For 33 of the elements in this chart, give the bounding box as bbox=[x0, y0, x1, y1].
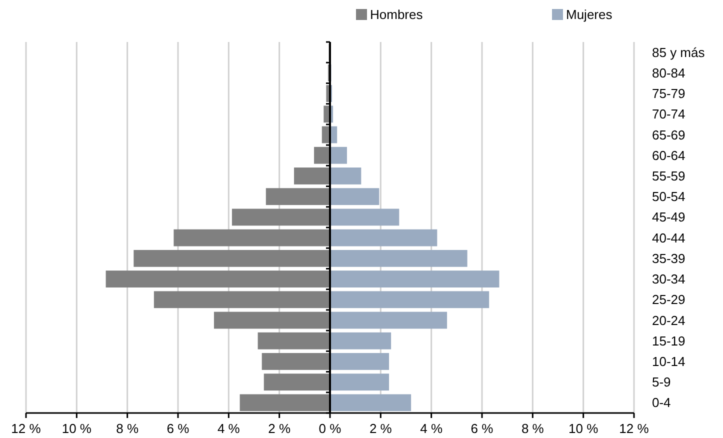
x-tick-label: 0 % bbox=[318, 421, 342, 436]
y-tick-label: 0-4 bbox=[652, 395, 671, 410]
x-tick-label: 4 % bbox=[217, 421, 240, 436]
y-tick-label: 15-19 bbox=[652, 333, 686, 348]
x-tick-label: 6 % bbox=[166, 421, 190, 436]
y-tick-label: 35-39 bbox=[652, 250, 686, 266]
y-tick-label: 10-14 bbox=[652, 354, 686, 370]
y-tick-label: 85 y más bbox=[652, 44, 706, 60]
x-tick-label: 10 % bbox=[568, 421, 599, 436]
y-tick-label: 70-74 bbox=[652, 106, 686, 122]
y-tick-label: 5-9 bbox=[652, 374, 671, 390]
x-tick-label: 8 % bbox=[521, 421, 544, 436]
legend-label: Hombres bbox=[370, 7, 424, 22]
x-tick-label: 12 % bbox=[11, 421, 42, 436]
y-tick-label: 20-24 bbox=[652, 312, 686, 328]
y-tick-label: 55-59 bbox=[652, 168, 686, 184]
y-tick-label: 45-49 bbox=[652, 210, 686, 225]
legend-label: Mujeres bbox=[566, 7, 613, 22]
x-tick-label: 2 % bbox=[268, 421, 291, 436]
y-tick-label: 65-69 bbox=[652, 127, 686, 142]
y-tick-label: 75-79 bbox=[652, 86, 686, 102]
x-tick-label: 6 % bbox=[470, 421, 494, 436]
x-tick-label: 12 % bbox=[619, 421, 650, 436]
y-tick-label: 30-34 bbox=[652, 272, 686, 287]
x-tick-label: 2 % bbox=[369, 421, 392, 436]
y-tick-label: 40-44 bbox=[652, 230, 686, 246]
x-tick-label: 4 % bbox=[420, 421, 443, 436]
y-tick-label: 25-29 bbox=[652, 292, 686, 308]
x-tick-label: 8 % bbox=[116, 421, 139, 436]
x-tick-label: 10 % bbox=[62, 421, 92, 436]
y-tick-label: 50-54 bbox=[652, 189, 686, 204]
y-tick-label: 60-64 bbox=[652, 148, 686, 163]
y-tick-label: 80-84 bbox=[652, 65, 686, 80]
